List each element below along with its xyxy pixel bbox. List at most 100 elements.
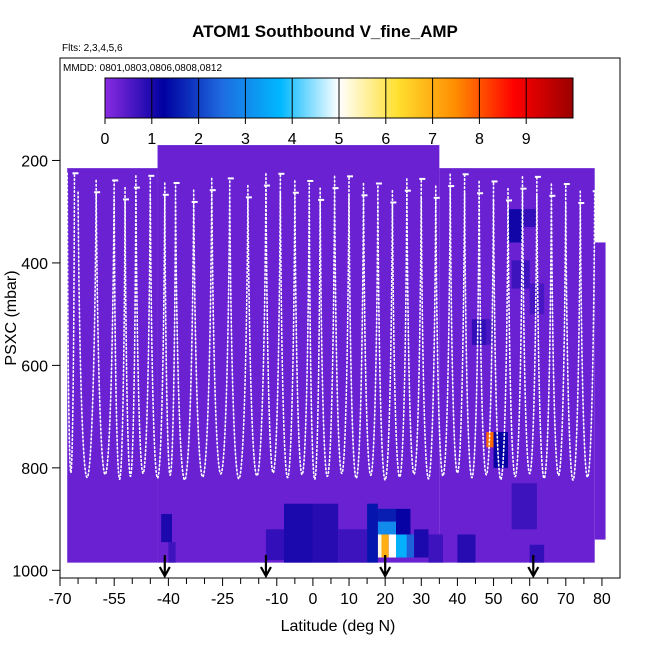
heatmap-cell-1 (168, 542, 176, 563)
heatmap-cell-24 (511, 260, 530, 289)
flight-profile-7 (163, 182, 177, 476)
flight-profile-29 (492, 199, 509, 481)
arrow-marker-2 (379, 555, 392, 579)
heatmap-cell-6 (367, 503, 378, 563)
flight-profile-35 (579, 190, 596, 478)
colorbar-tick-label: 1 (147, 131, 156, 148)
x-tick-label: -25 (211, 591, 234, 608)
heatmap-cell-12 (396, 534, 407, 558)
flight-profile-16 (308, 199, 321, 481)
heatmap-cell-14 (406, 534, 415, 558)
heatmap-cell-22 (508, 209, 523, 243)
chart-title: ATOM1 Southbound V_fine_AMP (192, 22, 458, 41)
x-tick-label: 30 (412, 591, 430, 608)
flight-profile-19 (348, 194, 365, 480)
flight-profile-18 (333, 175, 350, 474)
flight-profile-22 (391, 189, 408, 478)
y-tick-label: 1000 (12, 563, 48, 580)
colorbar-tick-label: 3 (241, 131, 250, 148)
heatmap-cell-25 (529, 283, 545, 315)
colorbar-tick-label: 0 (101, 131, 110, 148)
heatmap-cell-11 (388, 534, 396, 558)
x-tick-label: 70 (557, 591, 575, 608)
heatmap-cell-3 (284, 503, 313, 563)
heatmap-cell-18 (471, 319, 487, 345)
flight-profile-1 (77, 191, 97, 479)
flight-profile-34 (565, 202, 582, 481)
flight-profile-24 (420, 197, 437, 480)
flight-profile-23 (406, 178, 423, 475)
heatmap-cell-17 (457, 534, 476, 563)
flight-profile-11 (229, 196, 249, 480)
x-tick-label: -55 (103, 591, 126, 608)
heatmap-cell-2 (265, 529, 284, 561)
flight-profile-14 (279, 191, 296, 479)
flight-profile-32 (536, 195, 553, 480)
x-tick-label: -10 (265, 591, 288, 608)
flight-profile-27 (463, 192, 480, 479)
colorbar-tick-label: 8 (475, 131, 484, 148)
heatmap-cell-4 (312, 503, 339, 563)
flight-profile-5 (135, 175, 152, 474)
colorbar-tick-label: 7 (428, 131, 437, 148)
x-tick-label: 0 (308, 591, 317, 608)
arrow-marker-0 (158, 555, 171, 579)
flight-profile-15 (294, 180, 311, 476)
colorbar-tick-label: 2 (194, 131, 203, 148)
flight-profile-31 (521, 176, 538, 475)
x-tick-label: 10 (340, 591, 358, 608)
x-axis-label: Latitude (deg N) (281, 618, 396, 635)
y-tick-label: 200 (21, 153, 48, 170)
heatmap-cell-16 (428, 534, 443, 563)
flight-profile-6 (149, 193, 166, 479)
domain-region-3 (594, 242, 606, 540)
flight-profile-4 (124, 186, 137, 478)
heatmap-cell-21 (493, 431, 508, 468)
flight-profile-26 (449, 173, 466, 474)
flight-profile-2 (95, 179, 115, 475)
flight-profile-30 (507, 187, 524, 478)
heatmap-cell-7 (377, 508, 396, 522)
flight-profile-25 (434, 185, 451, 477)
y-axis-label: PSXC (mbar) (3, 270, 20, 365)
x-tick-label: 20 (376, 591, 394, 608)
heatmap-cell-5 (338, 529, 368, 563)
heatmap-cell-13 (396, 508, 411, 535)
heatmap-cell-27 (529, 544, 545, 563)
y-tick-label: 600 (21, 358, 48, 375)
flight-profile-20 (362, 182, 379, 476)
heatmap-cell-9 (377, 534, 382, 558)
x-tick-label: -70 (48, 591, 71, 608)
colorbar-tick-label: 6 (381, 131, 390, 148)
heatmap-cell-19 (486, 319, 494, 345)
arrow-marker-1 (259, 555, 272, 579)
flight-profile-9 (192, 189, 213, 478)
flight-profile-13 (265, 172, 282, 474)
heatmap-cell-8 (377, 521, 396, 535)
x-tick-label: 40 (449, 591, 467, 608)
colorbar-tick-label: 5 (335, 131, 344, 148)
flight-profile-8 (174, 201, 195, 481)
flight-profile-17 (319, 187, 336, 478)
x-tick-label: 80 (593, 591, 611, 608)
x-tick-label: 60 (521, 591, 539, 608)
flight-profile-33 (550, 183, 567, 476)
flights-label: Flts: 2,3,4,5,6 (62, 43, 123, 54)
y-tick-label: 400 (21, 256, 48, 273)
flight-profile-28 (478, 180, 495, 476)
colorbar-tick-label: 9 (522, 131, 531, 148)
flight-profile-0 (66, 172, 76, 474)
flight-profile-10 (210, 177, 231, 475)
dates-label: MMDD: 0801,0803,0806,0808,0812 (63, 63, 222, 74)
flight-profile-21 (377, 201, 394, 481)
heatmap-cell-10 (381, 534, 389, 558)
x-tick-label: 50 (485, 591, 503, 608)
plot-frame (59, 57, 621, 579)
heatmap-cell-26 (511, 483, 537, 530)
x-tick-label: -40 (157, 591, 180, 608)
colorbar-tick-label: 4 (288, 131, 297, 148)
heatmap-cell-15 (414, 529, 429, 558)
flight-profile-3 (113, 198, 126, 481)
heatmap-cell-23 (522, 209, 537, 228)
